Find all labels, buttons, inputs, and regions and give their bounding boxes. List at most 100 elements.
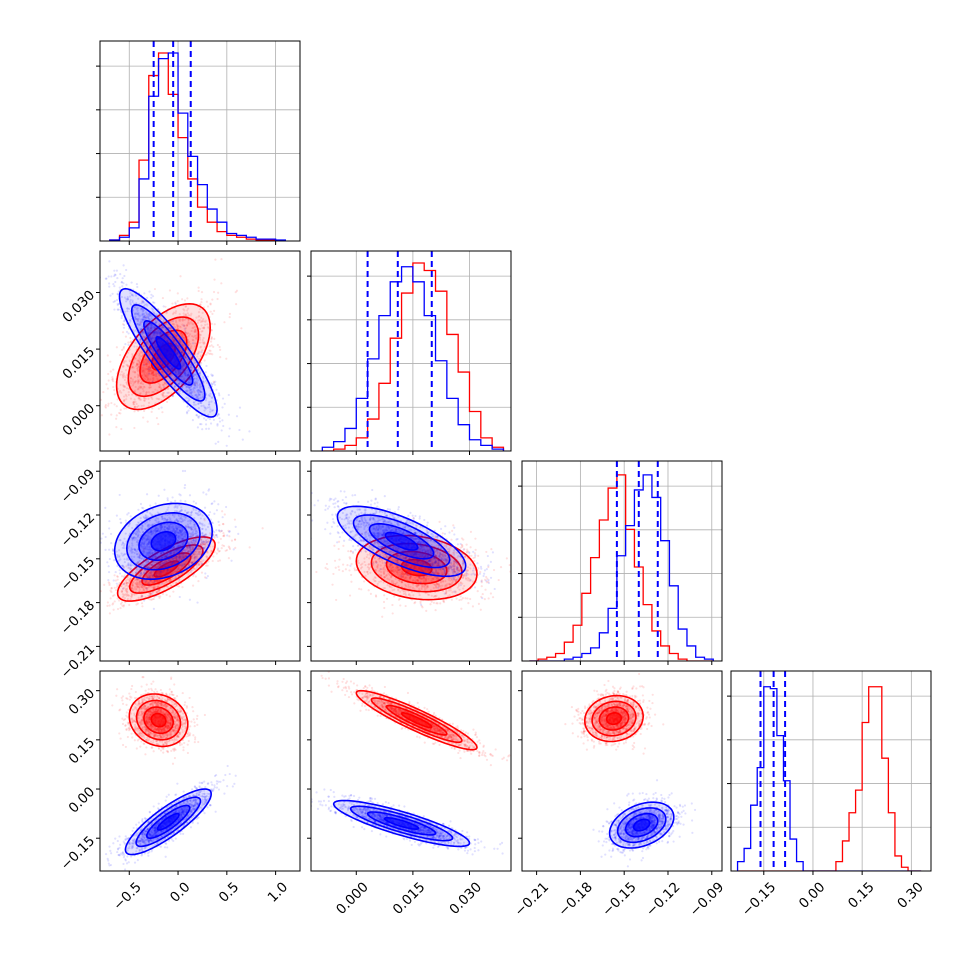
scatter-point	[134, 317, 137, 320]
scatter-point	[137, 380, 140, 383]
scatter-point	[197, 551, 201, 554]
scatter-point	[160, 551, 163, 555]
scatter-point	[134, 312, 137, 315]
scatter-point	[187, 374, 190, 377]
scatter-point	[188, 382, 191, 385]
scatter-point	[213, 323, 216, 326]
scatter-point	[108, 285, 111, 288]
scatter-point	[179, 371, 182, 374]
scatter-point	[189, 392, 193, 395]
scatter-point	[156, 332, 159, 336]
scatter-point	[182, 361, 185, 364]
histogram-panel-2-plot-area	[522, 461, 722, 661]
scatter-point	[145, 340, 148, 343]
scatter-point	[146, 587, 149, 590]
scatter-point	[182, 364, 185, 367]
scatter-point	[124, 369, 128, 372]
scatter-point	[199, 345, 203, 348]
histogram-panel-2	[518, 460, 723, 665]
scatter-point	[113, 308, 116, 311]
scatter-point	[107, 404, 110, 407]
scatter-point	[120, 316, 123, 320]
scatter-point	[146, 352, 150, 355]
scatter-point	[202, 381, 205, 384]
scatter-point	[165, 560, 168, 563]
scatter-point	[108, 260, 111, 263]
scatter-point	[145, 303, 148, 306]
scatter-point	[118, 286, 121, 289]
scatter-point	[197, 315, 200, 318]
scatter-point	[113, 393, 116, 396]
scatter-point	[110, 590, 113, 594]
scatter-point	[218, 523, 221, 527]
scatter-point	[138, 393, 142, 396]
scatter-point	[150, 337, 153, 341]
scatter-point	[145, 338, 148, 341]
scatter-point	[115, 426, 118, 429]
scatter-point	[111, 377, 114, 381]
scatter-point	[139, 502, 143, 506]
scatter-point	[144, 393, 148, 396]
scatter-point	[182, 336, 185, 339]
scatter-point	[151, 349, 155, 353]
scatter-point	[161, 355, 164, 358]
scatter-point	[161, 370, 164, 373]
scatter-point	[155, 362, 158, 366]
scatter-point	[186, 312, 189, 315]
scatter-point	[185, 366, 188, 369]
scatter-point	[127, 332, 130, 335]
scatter-point	[167, 370, 170, 374]
scatter-point	[165, 375, 168, 378]
scatter-point	[205, 397, 208, 400]
scatter-point	[171, 336, 174, 339]
scatter-point	[226, 534, 229, 537]
histogram-panel-3-plot-area	[731, 671, 931, 871]
scatter-point	[125, 590, 128, 593]
scatter-point	[119, 412, 122, 415]
scatter-point	[201, 375, 205, 379]
scatter-point	[137, 297, 140, 300]
scatter-point	[121, 604, 124, 607]
scatter-point	[178, 346, 181, 349]
scatter-point	[116, 575, 119, 578]
scatter-point	[123, 274, 126, 278]
scatter-point	[189, 346, 193, 349]
scatter-point	[119, 518, 122, 521]
scatter-point	[132, 401, 135, 404]
scatter-point	[214, 442, 217, 445]
scatter-point	[161, 333, 164, 336]
scatter-point	[120, 281, 124, 284]
scatter-point	[223, 402, 226, 405]
scatter-point	[149, 331, 153, 334]
scatter-point	[134, 380, 137, 383]
scatter-point	[101, 532, 104, 535]
scatter-point	[131, 581, 134, 584]
scatter-point	[108, 282, 111, 285]
scatter-point	[228, 535, 231, 538]
scatter-point	[111, 376, 114, 379]
scatter-point	[193, 384, 197, 387]
scatter-point	[158, 374, 161, 377]
scatter-point	[148, 312, 151, 316]
scatter-point	[193, 555, 196, 558]
scatter-point	[108, 520, 111, 523]
scatter-point	[167, 369, 170, 373]
scatter-point	[129, 336, 132, 340]
scatter-point	[142, 330, 145, 334]
scatter-point	[108, 433, 111, 436]
scatter-point	[142, 309, 145, 312]
scatter-point	[198, 327, 201, 330]
scatter-point	[177, 390, 180, 393]
scatter-point	[230, 559, 233, 562]
scatter-point	[145, 323, 148, 326]
scatter-point	[133, 330, 136, 333]
scatter-point	[148, 383, 152, 387]
scatter-point	[179, 374, 182, 377]
scatter-point	[186, 373, 189, 377]
scatter-point	[178, 372, 182, 375]
scatter-point	[123, 581, 126, 585]
scatter-point	[206, 323, 209, 326]
scatter-point	[174, 302, 177, 305]
scatter-point	[194, 383, 197, 387]
scatter-point	[213, 278, 216, 281]
